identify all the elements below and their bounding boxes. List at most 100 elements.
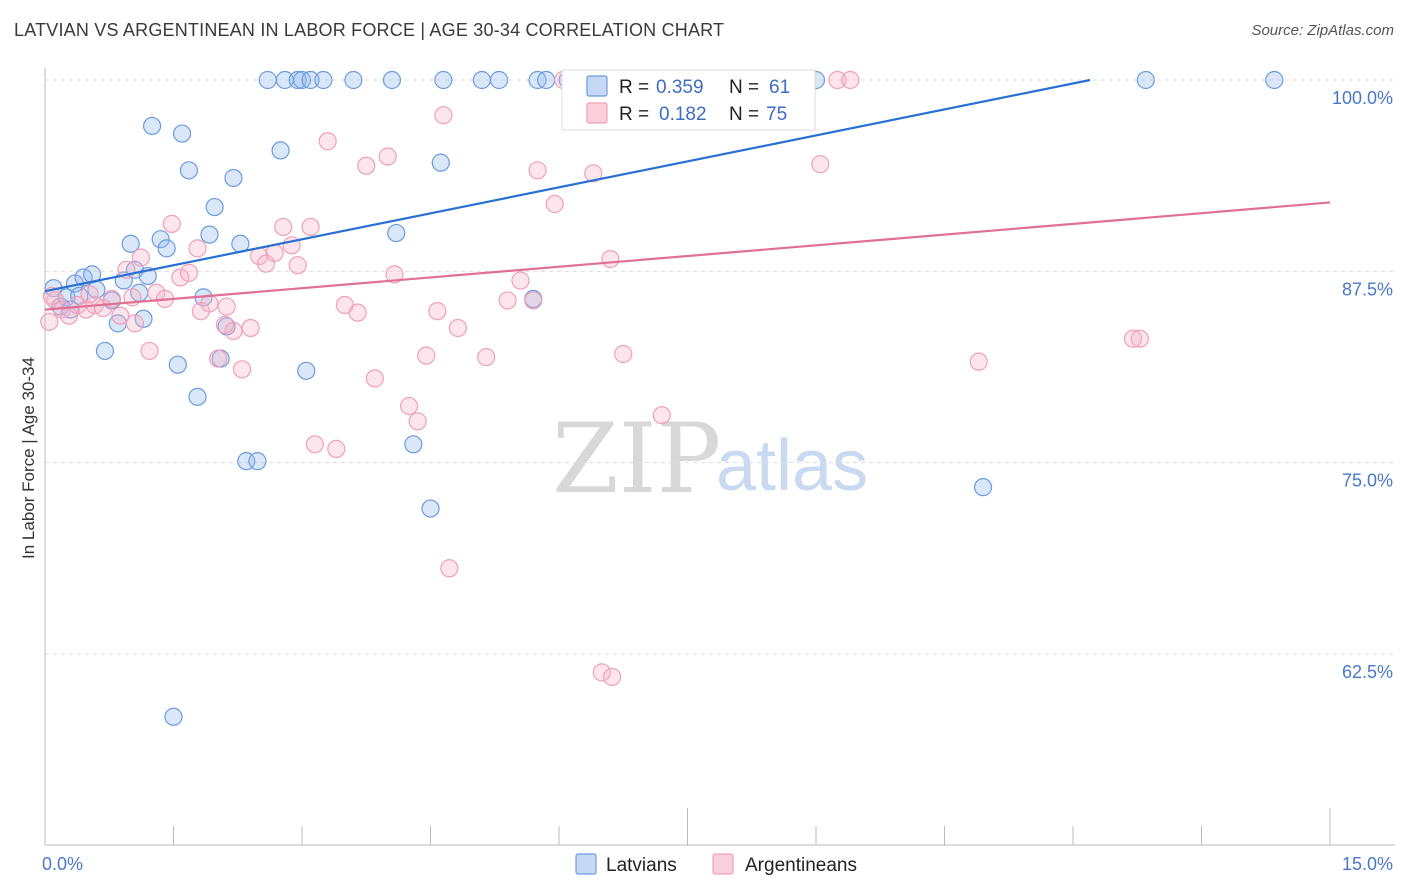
argentineans-point	[40, 312, 59, 331]
argentineans-point	[348, 303, 367, 322]
argentineans-point	[365, 369, 384, 388]
argentineans-point	[498, 291, 517, 310]
argentineans-point	[1130, 329, 1149, 348]
argentineans-point	[274, 217, 293, 237]
argentineans-point	[584, 164, 603, 183]
y-tick-label: 62.5%	[1342, 662, 1393, 682]
latvians-point	[314, 70, 333, 90]
latvians-point	[288, 70, 307, 90]
latvians-point	[344, 70, 363, 90]
x-tick-marks	[44, 808, 1331, 845]
latvians-point	[404, 435, 423, 454]
argentineans-point	[288, 256, 307, 275]
argentineans-point	[357, 156, 376, 175]
latvians-point	[258, 70, 277, 90]
stats-legend: R = 0.359 N = 61 R = 0.182 N = 75	[561, 69, 816, 131]
latvians-point	[1136, 70, 1155, 90]
latvians-point	[200, 225, 219, 244]
latvians-point	[248, 452, 267, 471]
argentineans-point	[841, 70, 860, 90]
latvians-point	[95, 341, 115, 361]
latvians-point	[205, 197, 224, 217]
argentineans-point	[448, 318, 468, 338]
watermark-atlas: atlas	[716, 426, 868, 506]
argentineans-point	[428, 302, 447, 321]
argentineans-point	[545, 194, 564, 214]
argentineans-point	[434, 106, 453, 125]
argentineans-point	[241, 318, 260, 338]
latvians-point	[224, 168, 243, 188]
argentineans-point	[408, 412, 427, 431]
latvians-point	[172, 124, 192, 143]
latvians-point	[382, 70, 402, 90]
latvians-point	[134, 309, 153, 328]
argentineans-point	[511, 271, 530, 290]
argentineans-point	[80, 285, 99, 304]
latvians-point	[188, 387, 207, 406]
legend-swatch-argentineans	[586, 102, 608, 124]
x-tick-label-min: 0.0%	[42, 854, 83, 874]
legend-swatch-latvians	[586, 75, 608, 97]
argentineans-point	[162, 214, 181, 233]
argentineans-point	[614, 344, 633, 364]
argentineans-point	[1123, 329, 1143, 348]
latvians-point	[431, 153, 450, 172]
legend-r-label-latvians: R =	[619, 77, 649, 98]
latvians-point	[179, 161, 199, 180]
argentineans-point	[140, 341, 159, 361]
legend-n-label-argentineans: N =	[729, 104, 759, 125]
argentineans-trend-line	[44, 201, 1331, 311]
latvians-point	[151, 230, 170, 249]
argentineans-point	[528, 161, 547, 180]
latvians-point	[121, 234, 140, 253]
argentineans-points	[40, 70, 1149, 687]
argentineans-point	[811, 155, 830, 174]
argentineans-point	[969, 352, 988, 371]
chart-source: Source: ZipAtlas.com	[1251, 22, 1394, 39]
argentineans-point	[399, 396, 419, 416]
latvians-point	[973, 478, 993, 497]
latvians-points	[44, 70, 1284, 726]
watermark-zip: ZIP	[552, 403, 721, 515]
argentineans-point	[131, 248, 151, 267]
argentineans-point	[232, 360, 252, 379]
argentineans-point	[215, 315, 234, 335]
argentineans-point	[603, 667, 622, 687]
y-tick-label: 100.0%	[1332, 88, 1393, 108]
argentineans-point	[200, 294, 219, 313]
argentineans-point	[592, 663, 611, 682]
argentineans-point	[601, 249, 620, 269]
argentineans-point	[318, 132, 337, 151]
chart-title: LATVIAN VS ARGENTINEAN IN LABOR FORCE | …	[14, 20, 725, 40]
argentineans-point	[208, 349, 228, 368]
argentineans-point	[301, 217, 320, 237]
bottom-legend-argentineans: Argentineans	[745, 855, 857, 876]
y-tick-labels: 62.5% 75.0% 87.5% 100.0%	[1332, 88, 1393, 682]
bottom-legend-latvians: Latvians	[606, 855, 677, 876]
latvians-point	[168, 355, 187, 374]
argentineans-point	[385, 265, 404, 284]
latvians-point	[301, 70, 320, 90]
legend-n-value-argentineans: 75	[766, 104, 787, 125]
argentineans-point	[125, 314, 145, 333]
argentineans-point	[111, 306, 130, 325]
latvians-point	[421, 499, 440, 518]
latvians-point	[1265, 70, 1284, 90]
argentineans-point	[828, 70, 847, 90]
series-legend: Latvians Argentineans	[575, 853, 857, 876]
legend-r-value-argentineans: 0.182	[659, 104, 707, 125]
latvians-point	[489, 70, 509, 90]
latvians-point	[142, 116, 162, 136]
y-tick-label: 75.0%	[1342, 471, 1393, 491]
bottom-legend-swatch-argentineans	[712, 853, 734, 875]
argentineans-point	[652, 406, 671, 425]
latvians-point	[472, 70, 491, 90]
x-tick-label-max: 15.0%	[1342, 854, 1393, 874]
argentineans-point	[524, 291, 543, 310]
argentineans-point	[378, 147, 397, 166]
latvians-point	[387, 223, 406, 243]
argentineans-point	[171, 268, 190, 287]
latvians-point	[157, 239, 176, 258]
latvians-point	[537, 70, 556, 90]
